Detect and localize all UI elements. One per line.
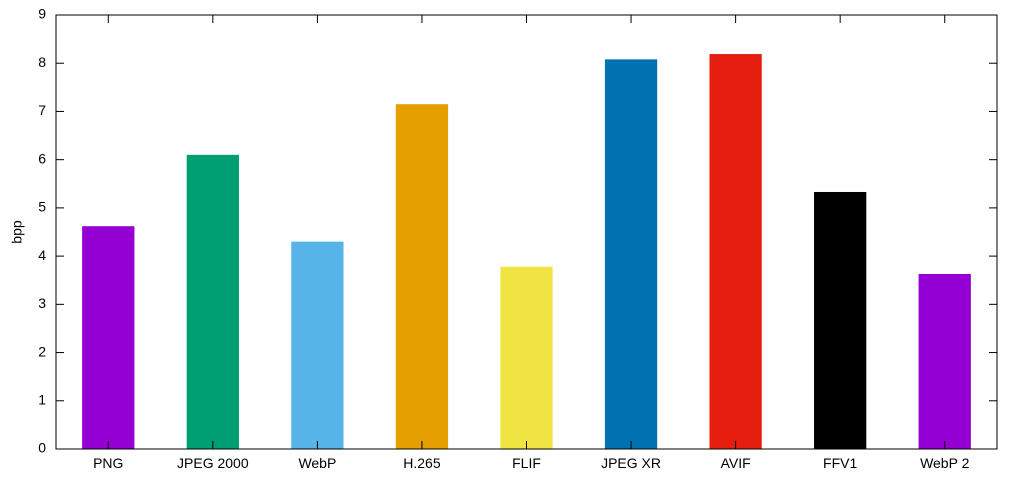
y-tick-label: 9 <box>38 6 46 22</box>
bar-webp-2 <box>918 273 971 449</box>
bar-png <box>82 226 135 449</box>
y-axis-label: bpp <box>9 220 25 244</box>
x-tick-label: FLIF <box>512 455 541 471</box>
bar-avif <box>709 54 762 450</box>
bar-jpeg-2000 <box>186 154 239 449</box>
bar-flif <box>500 266 553 449</box>
y-tick-label: 8 <box>38 54 46 70</box>
y-tick-label: 5 <box>38 199 46 215</box>
y-tick-label: 0 <box>38 440 46 456</box>
bar-webp <box>291 241 344 449</box>
y-tick-label: 7 <box>38 102 46 118</box>
x-tick-label: JPEG 2000 <box>177 455 249 471</box>
y-tick-label: 3 <box>38 295 46 311</box>
bar-ffv1 <box>814 191 867 449</box>
y-tick-label: 4 <box>38 247 46 263</box>
bars-layer <box>82 54 971 450</box>
x-tick-label: PNG <box>93 455 123 471</box>
x-tick-label: FFV1 <box>823 455 857 471</box>
y-tick-label: 2 <box>38 343 46 359</box>
x-tick-label: WebP 2 <box>920 455 970 471</box>
y-tick-label: 6 <box>38 150 46 166</box>
plot-frame <box>55 14 998 450</box>
x-tick-label: JPEG XR <box>601 455 661 471</box>
x-tick-label: WebP <box>298 455 336 471</box>
bar-h-265 <box>395 104 449 449</box>
y-tick-label: 1 <box>38 391 46 407</box>
x-tick-label: H.265 <box>403 455 441 471</box>
x-tick-label: AVIF <box>721 455 751 471</box>
bar-jpeg-xr <box>604 59 658 450</box>
